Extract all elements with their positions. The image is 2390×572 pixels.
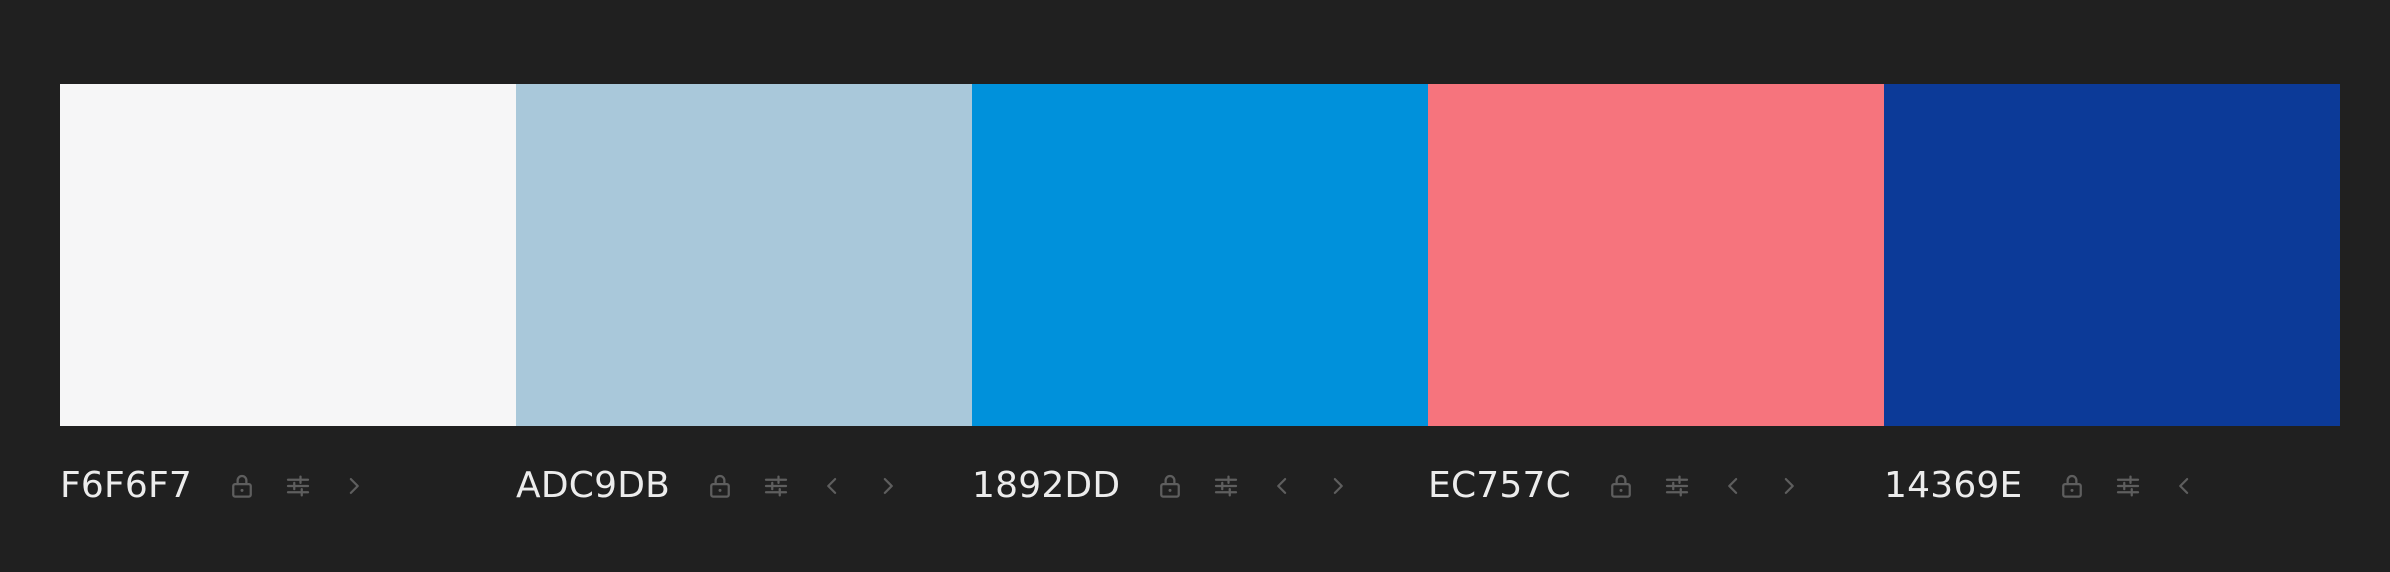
- adjust-icon[interactable]: [1657, 466, 1697, 506]
- hex-code-label[interactable]: F6F6F7: [60, 465, 193, 506]
- chevron-left-icon[interactable]: [812, 466, 852, 506]
- chevron-left-icon[interactable]: [2164, 466, 2204, 506]
- adjust-icon[interactable]: [2108, 466, 2148, 506]
- swatch-controls-3: 1892DD: [972, 430, 1428, 542]
- lock-icon[interactable]: [1150, 466, 1190, 506]
- lock-icon[interactable]: [222, 466, 262, 506]
- swatch-controls-2: ADC9DB: [516, 430, 972, 542]
- adjust-icon[interactable]: [756, 466, 796, 506]
- palette-labels: F6F6F7 ADC9DB 1892DD EC757C 14369E: [60, 430, 2340, 542]
- lock-icon[interactable]: [700, 466, 740, 506]
- color-swatch-5[interactable]: [1884, 84, 2340, 426]
- chevron-right-icon[interactable]: [868, 466, 908, 506]
- chevron-right-icon[interactable]: [1318, 466, 1358, 506]
- color-swatch-4[interactable]: [1428, 84, 1884, 426]
- color-swatch-2[interactable]: [516, 84, 972, 426]
- color-palette: [60, 84, 2340, 426]
- chevron-right-icon[interactable]: [334, 466, 374, 506]
- hex-code-label[interactable]: EC757C: [1428, 465, 1571, 506]
- hex-code-label[interactable]: ADC9DB: [516, 465, 671, 506]
- lock-icon[interactable]: [1601, 466, 1641, 506]
- lock-icon[interactable]: [2052, 466, 2092, 506]
- adjust-icon[interactable]: [278, 466, 318, 506]
- chevron-right-icon[interactable]: [1769, 466, 1809, 506]
- swatch-controls-4: EC757C: [1428, 430, 1884, 542]
- swatch-controls-1: F6F6F7: [60, 430, 516, 542]
- chevron-left-icon[interactable]: [1713, 466, 1753, 506]
- color-swatch-1[interactable]: [60, 84, 516, 426]
- hex-code-label[interactable]: 1892DD: [972, 465, 1121, 506]
- swatch-controls-5: 14369E: [1884, 430, 2340, 542]
- color-swatch-3[interactable]: [972, 84, 1428, 426]
- adjust-icon[interactable]: [1206, 466, 1246, 506]
- hex-code-label[interactable]: 14369E: [1884, 465, 2023, 506]
- chevron-left-icon[interactable]: [1262, 466, 1302, 506]
